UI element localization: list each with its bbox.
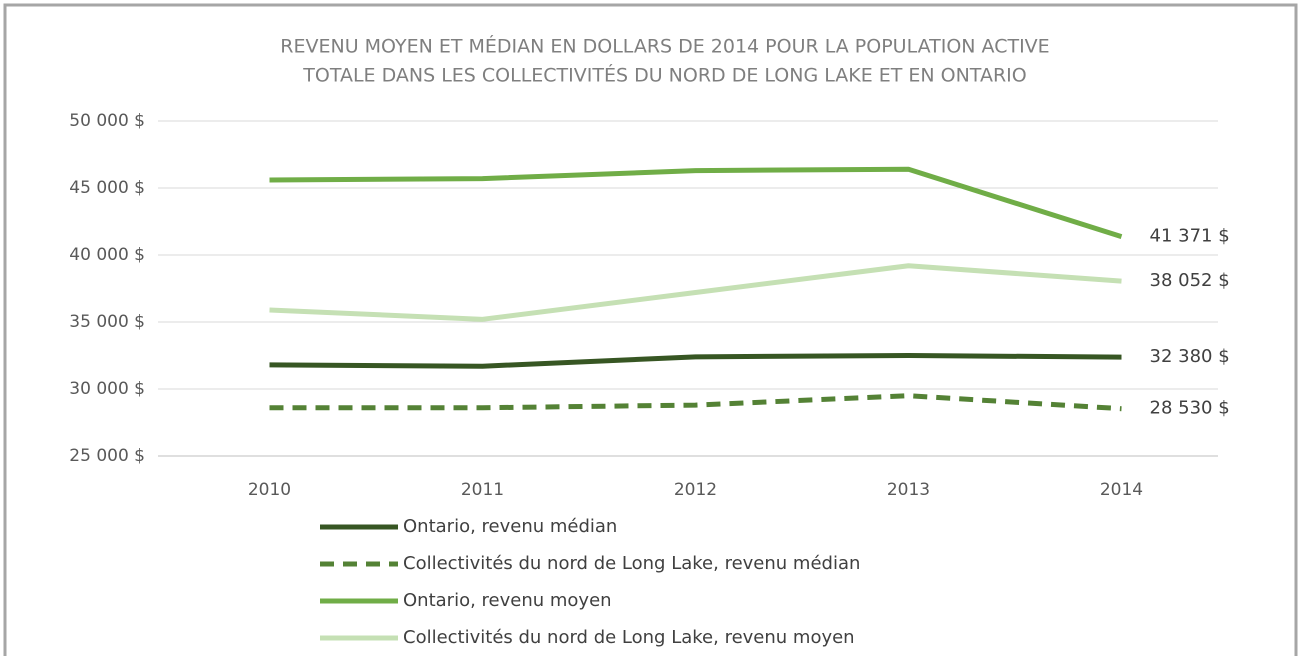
series-line (269, 353, 1122, 369)
x-tick-label: 2010 (248, 480, 291, 500)
data-label: 38 052 $ (1150, 270, 1230, 291)
y-tick-label: 45 000 $ (69, 178, 145, 198)
legend-label: Collectivités du nord de Long Lake, reve… (403, 553, 860, 574)
series-line (269, 393, 1122, 412)
y-tick-label: 25 000 $ (69, 446, 145, 466)
y-tick-label: 30 000 $ (69, 379, 145, 399)
series-line (269, 263, 1122, 322)
y-tick-label: 40 000 $ (69, 245, 145, 265)
x-tick-label: 2011 (461, 480, 504, 500)
chart-title: TOTALE DANS LES COLLECTIVITÉS DU NORD DE… (302, 64, 1026, 87)
y-tick-label: 50 000 $ (69, 111, 145, 131)
data-label: 28 530 $ (1150, 398, 1230, 419)
x-tick-label: 2013 (887, 480, 930, 500)
x-tick-label: 2014 (1100, 480, 1143, 500)
legend-label: Ontario, revenu moyen (403, 590, 612, 611)
chart-frame (3, 3, 1298, 656)
y-tick-label: 35 000 $ (69, 312, 145, 332)
x-tick-label: 2012 (674, 480, 717, 500)
chart-title: REVENU MOYEN ET MÉDIAN EN DOLLARS DE 201… (280, 35, 1049, 58)
series-line (269, 166, 1123, 240)
legend-label: Ontario, revenu médian (403, 516, 617, 537)
data-label: 32 380 $ (1150, 346, 1230, 367)
legend-label: Collectivités du nord de Long Lake, reve… (403, 627, 855, 648)
data-label: 41 371 $ (1150, 226, 1230, 247)
